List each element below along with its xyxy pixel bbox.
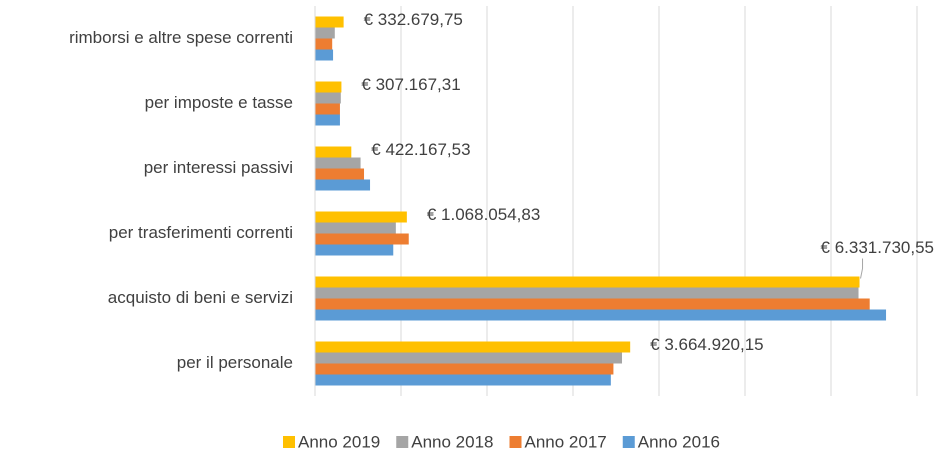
- data-label: € 422.167,53: [371, 140, 470, 159]
- bar: [315, 92, 341, 104]
- y-tick-label: per il personale: [177, 353, 293, 372]
- bar: [315, 374, 611, 386]
- bar: [315, 222, 396, 234]
- legend-swatch: [509, 436, 522, 448]
- legend-label: Anno 2017: [525, 432, 607, 451]
- bar: [315, 146, 352, 158]
- y-tick-label: rimborsi e altre spese correnti: [69, 28, 293, 47]
- y-tick-label: per interessi passivi: [144, 158, 293, 177]
- bar: [315, 244, 394, 256]
- legend-label: Anno 2016: [638, 432, 720, 451]
- bar: [315, 114, 340, 126]
- data-label: € 307.167,31: [361, 75, 460, 94]
- bar: [315, 309, 887, 321]
- y-tick-label: acquisto di beni e servizi: [108, 288, 293, 307]
- data-label: € 332.679,75: [364, 10, 463, 29]
- bar: [315, 211, 407, 223]
- legend-swatch: [396, 436, 409, 448]
- bar: [315, 27, 335, 39]
- data-label: € 3.664.920,15: [650, 335, 763, 354]
- bar: [315, 81, 342, 93]
- bar: [315, 363, 614, 375]
- data-label: € 1.068.054,83: [427, 205, 540, 224]
- y-tick-label: per trasferimenti correnti: [109, 223, 293, 242]
- bar: [315, 352, 623, 364]
- bar: [315, 103, 340, 115]
- bar: [315, 179, 371, 191]
- legend-swatch: [622, 436, 635, 448]
- data-label: € 6.331.730,55: [821, 238, 934, 257]
- legend-label: Anno 2018: [411, 432, 493, 451]
- bar: [315, 341, 631, 353]
- bar: [315, 38, 333, 50]
- bar: [315, 16, 344, 28]
- bar: [315, 157, 361, 169]
- leader-line: [860, 258, 864, 279]
- bar: [315, 49, 334, 61]
- bar: [315, 233, 409, 245]
- y-tick-label: per imposte e tasse: [145, 93, 293, 112]
- legend-label: Anno 2019: [298, 432, 380, 451]
- bar: [315, 287, 859, 299]
- bar: [315, 276, 860, 288]
- bar: [315, 168, 365, 180]
- legend-swatch: [283, 436, 295, 448]
- bar: [315, 298, 870, 310]
